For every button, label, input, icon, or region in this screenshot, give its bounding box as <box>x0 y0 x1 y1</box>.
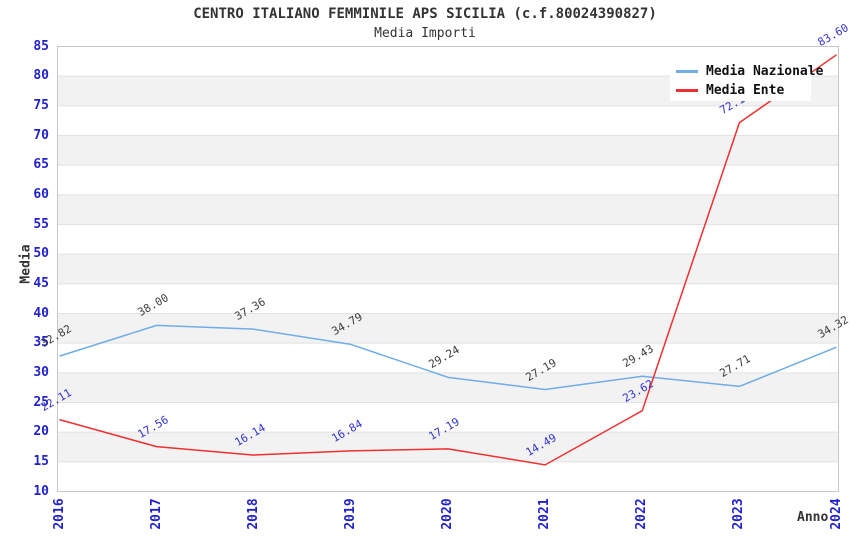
plot-band <box>57 194 839 225</box>
plot-band <box>57 402 839 433</box>
y-tick-label: 40 <box>33 305 49 321</box>
plot-border <box>57 46 839 492</box>
y-tick-label: 75 <box>33 97 49 113</box>
series-line-1 <box>59 54 837 466</box>
y-tick-label: 60 <box>33 186 49 202</box>
x-tick-label: 2020 <box>440 498 455 530</box>
y-tick-label: 70 <box>33 127 49 143</box>
plot-band <box>57 224 839 255</box>
y-tick-label: 50 <box>33 246 49 262</box>
legend-label-media-ente: Media Ente <box>706 82 785 98</box>
x-tick-label: 2019 <box>342 498 358 530</box>
legend-item-media-ente: Media Ente <box>676 82 811 98</box>
y-tick-label: 10 <box>33 483 49 499</box>
y-tick-label: 30 <box>33 364 49 380</box>
x-tick-label: 2024 <box>828 498 844 530</box>
y-tick-label: 20 <box>33 424 49 440</box>
x-tick-label: 2016 <box>51 498 67 530</box>
plot-band <box>57 432 839 462</box>
media-nazionale-line-swatch <box>676 69 698 73</box>
y-tick-label: 15 <box>33 453 49 469</box>
plot-band <box>57 313 839 344</box>
legend-item-media-nazionale: Media Nazionale <box>676 63 823 79</box>
plot-band <box>57 283 839 314</box>
plot-band <box>57 165 839 195</box>
plot-band <box>57 343 839 373</box>
y-tick-label: 35 <box>33 335 49 351</box>
plot-band <box>57 105 839 136</box>
y-tick-label: 85 <box>33 38 49 54</box>
y-tick-label: 55 <box>33 216 49 232</box>
y-tick-label: 25 <box>33 394 49 410</box>
plot-band <box>57 254 839 284</box>
plot-band <box>57 461 839 492</box>
y-tick-label: 80 <box>33 68 49 84</box>
plot-band <box>57 135 839 166</box>
y-tick-label: 65 <box>33 157 49 173</box>
y-tick-label: 45 <box>33 275 49 291</box>
chart-title: CENTRO ITALIANO FEMMINILE APS SICILIA (c… <box>193 6 657 22</box>
series-line-0 <box>59 324 837 391</box>
x-axis-title: Anno <box>797 510 829 525</box>
x-tick-label: 2021 <box>537 498 553 530</box>
x-tick-label: 2023 <box>731 498 747 530</box>
media-ente-line-swatch <box>676 88 698 92</box>
x-tick-label: 2022 <box>634 498 650 530</box>
chart-subtitle: Media Importi <box>374 26 476 41</box>
legend: Media Nazionale Media Ente <box>670 56 823 101</box>
x-tick-label: 2017 <box>148 498 164 530</box>
x-tick-label: 2018 <box>245 498 261 530</box>
legend-label-media-nazionale: Media Nazionale <box>706 63 824 79</box>
